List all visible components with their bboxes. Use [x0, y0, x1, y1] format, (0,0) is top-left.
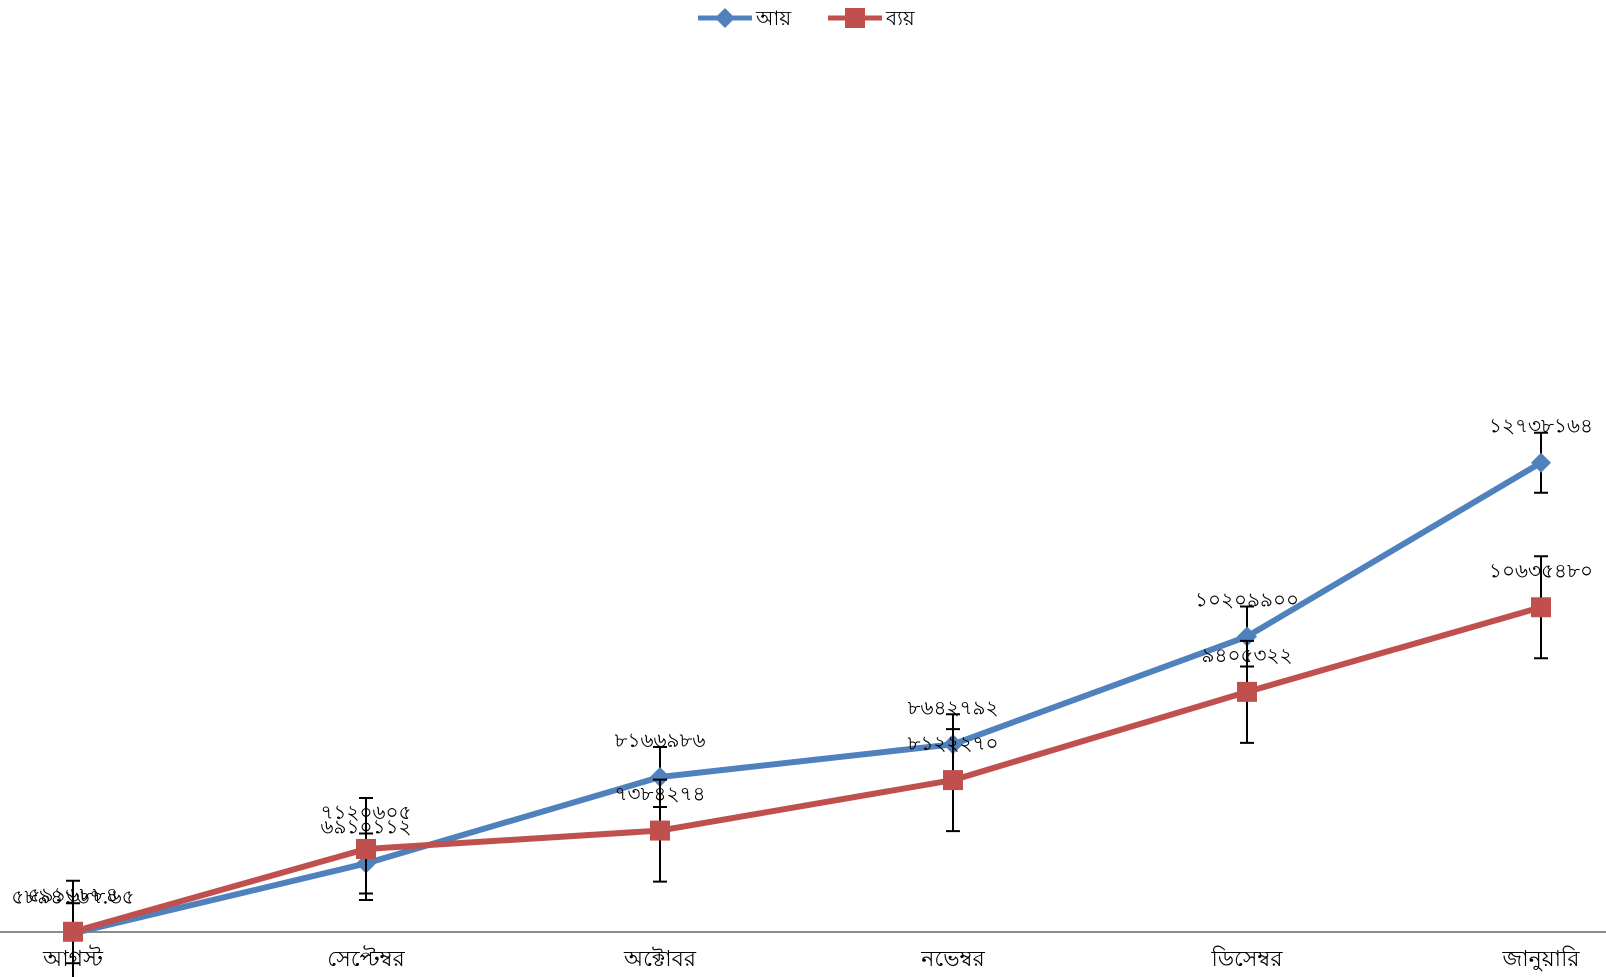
legend-item-income: আয় — [698, 6, 792, 30]
x-tick-label: সেপ্টেম্বর — [327, 945, 405, 972]
data-point — [943, 770, 963, 791]
data-point — [356, 838, 376, 859]
data-label: ৭১২০৬০৫ — [321, 800, 412, 824]
data-label: ৮৬৪২৭৯২ — [908, 695, 999, 719]
legend-marker-expense — [845, 8, 865, 28]
series-1: ৫৯১৬৮৮৪ ৭১২০৬০৫ ৭৩৮৪২৭৪ ৮১২২২৭০ ৯৪০৫৩২২ ১০৬৩৫… — [28, 555, 1593, 977]
data-label: ৭৩৮৪২৭৪ — [615, 782, 706, 806]
series-line — [72, 460, 1543, 937]
data-label: ৯৪০৫৩২২ — [1202, 643, 1293, 667]
data-point — [1237, 681, 1257, 702]
data-point — [650, 820, 670, 841]
data-point — [1531, 452, 1551, 473]
legend-marker-income — [715, 8, 735, 28]
data-point — [650, 767, 670, 788]
series-line — [72, 604, 1542, 935]
x-tick-label: ডিসেম্বর — [1211, 946, 1284, 972]
series-layer: ৫৮৯৪১৬৭.৬৫৬৯১০১১২৮১৬৬৯৮৬৮৬৪২৭৯২১০২০৯৯০০১… — [11, 414, 1593, 977]
x-tick-label: নভেম্বর — [920, 947, 985, 972]
data-point — [1531, 597, 1551, 618]
data-label: ৮১২২২৭০ — [908, 731, 999, 755]
x-tick-label: অক্টোবর — [623, 947, 697, 972]
data-point — [63, 921, 83, 942]
data-label: ১২৭৩৮১৬৪ — [1489, 414, 1593, 438]
legend-label-income: আয় — [755, 6, 792, 30]
data-label: ৫৯১৬৮৮৪ — [28, 883, 119, 907]
data-label: ৮১৬৬৯৮৬ — [615, 728, 706, 752]
legend-label-expense: ব্যয় — [885, 6, 916, 30]
x-tick-label: জানুয়ারি — [1502, 946, 1581, 972]
legend-item-expense: ব্যয় — [828, 6, 916, 30]
data-label: ১০২০৯৯০০ — [1195, 588, 1299, 612]
legend: আয় ব্যয় — [698, 6, 916, 30]
x-axis-labels: আগস্ট সেপ্টেম্বর অক্টোবর নভেম্বর ডিসেম্বর জান… — [42, 945, 1580, 972]
data-label: ১০৬৩৫৪৮০ — [1489, 558, 1593, 582]
